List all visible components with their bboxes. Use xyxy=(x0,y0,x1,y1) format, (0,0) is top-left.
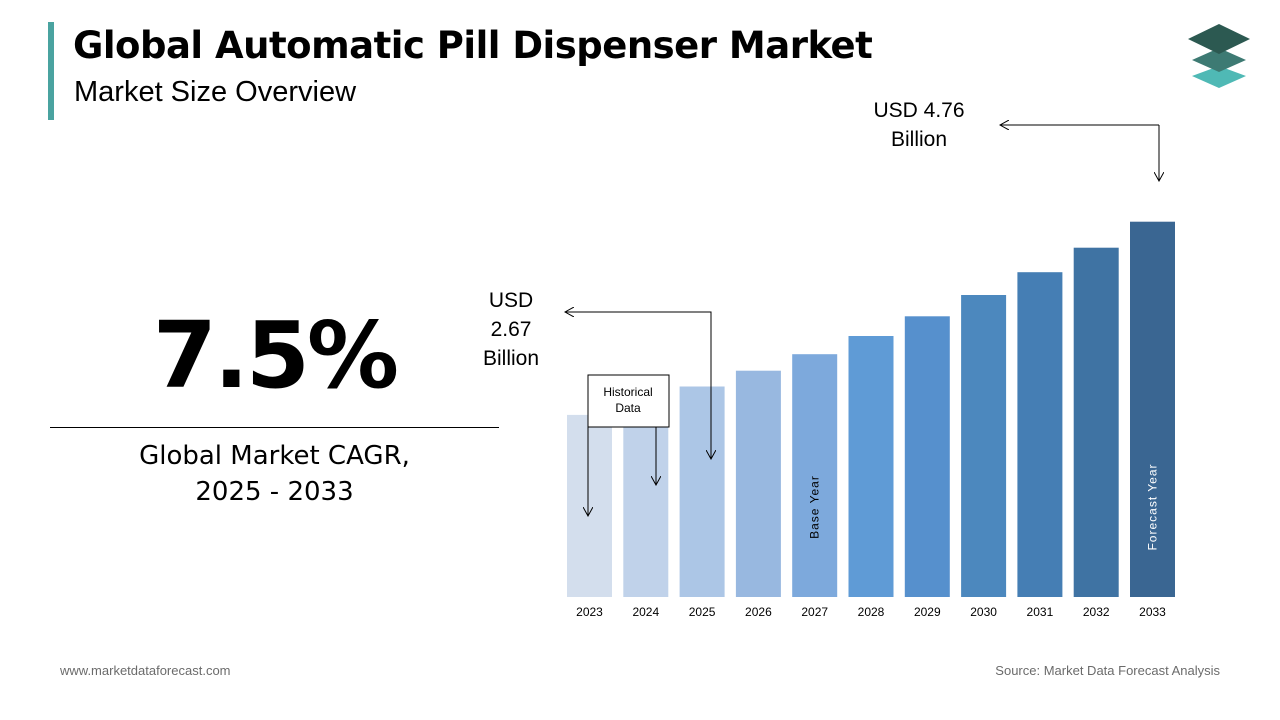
start-value-label-line3: Billion xyxy=(483,347,539,370)
bar-2026 xyxy=(735,370,781,597)
cagr-divider xyxy=(50,427,499,428)
x-tick-2024: 2024 xyxy=(632,605,659,619)
bar-2028 xyxy=(848,336,894,597)
bar-2033 xyxy=(1130,221,1175,597)
cagr-label-line1: Global Market CAGR, xyxy=(139,441,410,471)
cagr-label-line2: 2025 - 2033 xyxy=(195,477,354,507)
historical-data-label-line2: Data xyxy=(615,401,641,415)
end-value-label-line2: Billion xyxy=(891,128,947,151)
bar-2031 xyxy=(1017,272,1063,597)
cagr-label: Global Market CAGR, 2025 - 2033 xyxy=(50,438,499,510)
page-title: Global Automatic Pill Dispenser Market xyxy=(73,24,873,67)
footer-website: www.marketdataforecast.com xyxy=(60,663,231,678)
cagr-value: 7.5% xyxy=(152,302,399,409)
bar-2024 xyxy=(623,401,669,597)
bar-2027 xyxy=(792,354,838,597)
x-tick-2029: 2029 xyxy=(914,605,941,619)
x-tick-2026: 2026 xyxy=(745,605,772,619)
chart-x-tick-labels: 2023 2024 2025 2026 2027 2028 2029 2030 2031 2032… xyxy=(576,605,1166,619)
historical-data-box xyxy=(587,374,670,428)
title-accent-bar xyxy=(48,22,54,120)
page-subtitle: Market Size Overview xyxy=(74,76,357,108)
x-tick-2028: 2028 xyxy=(858,605,885,619)
historical-data-label-line1: Historical xyxy=(603,385,652,399)
x-tick-2023: 2023 xyxy=(576,605,603,619)
x-tick-2027: 2027 xyxy=(801,605,828,619)
bar-2030 xyxy=(961,295,1007,597)
bar-2025 xyxy=(679,386,725,597)
x-tick-2033: 2033 xyxy=(1139,605,1166,619)
bar-2032 xyxy=(1073,247,1119,597)
start-value-label-line2: 2.67 xyxy=(491,318,532,341)
x-tick-2032: 2032 xyxy=(1083,605,1110,619)
footer-source: Source: Market Data Forecast Analysis xyxy=(995,663,1220,678)
forecast-year-label: Forecast Year xyxy=(1146,463,1160,550)
base-year-label: Base Year xyxy=(808,475,822,539)
bar-2029 xyxy=(904,316,950,597)
chart-bars xyxy=(567,221,1175,597)
start-value-label-line1: USD xyxy=(489,289,533,312)
x-tick-2030: 2030 xyxy=(970,605,997,619)
x-tick-2031: 2031 xyxy=(1027,605,1054,619)
x-tick-2025: 2025 xyxy=(689,605,716,619)
brand-logo-icon xyxy=(1188,24,1250,88)
bar-2023 xyxy=(567,414,612,597)
end-value-label-line1: USD 4.76 xyxy=(873,99,964,122)
